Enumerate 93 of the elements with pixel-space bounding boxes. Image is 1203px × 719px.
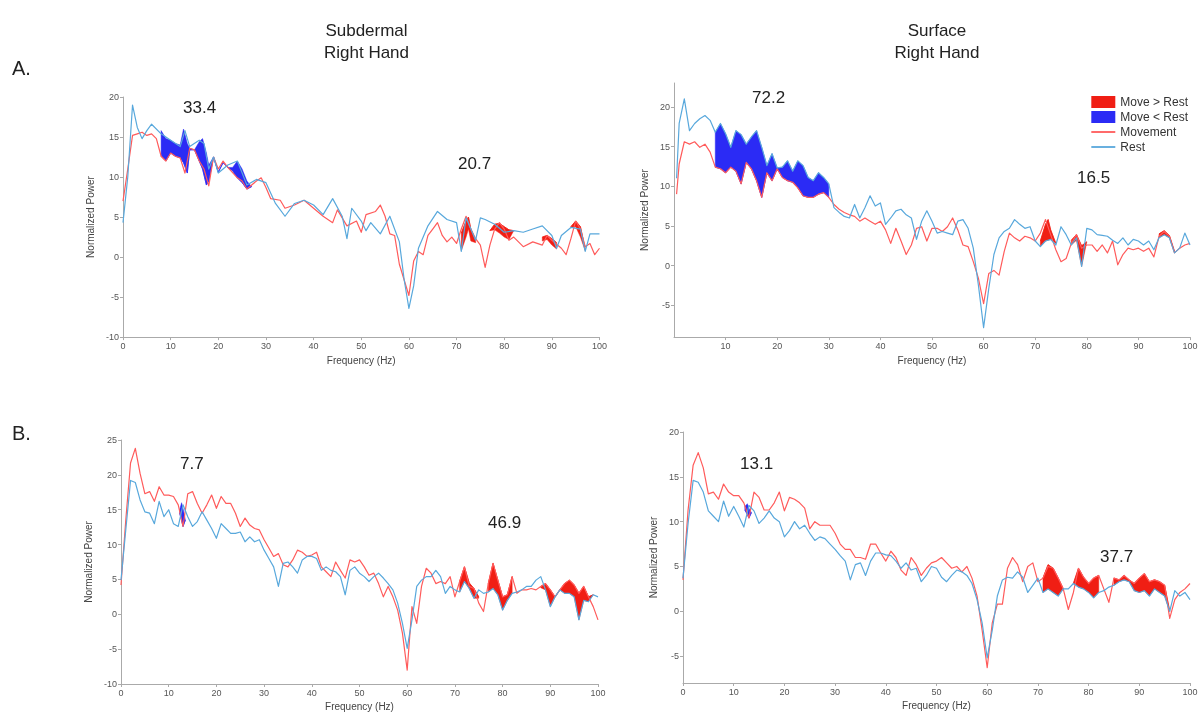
x-tick-label: 10 (165, 340, 176, 351)
x-tick-label: 10 (728, 686, 739, 697)
y-tick-label: 5 (673, 561, 679, 572)
legend-label: Movement (1120, 125, 1177, 139)
x-tick-label: 0 (680, 686, 686, 697)
annotation: 7.7 (180, 454, 204, 473)
x-axis-title: Frequency (Hz) (897, 354, 967, 366)
annotation: 37.7 (1100, 547, 1134, 566)
x-tick-label: 30 (259, 687, 270, 698)
y-tick-label: 20 (108, 92, 119, 102)
x-tick-label: 70 (449, 687, 460, 698)
y-tick-label: 15 (106, 504, 117, 515)
x-tick-label: 100 (1182, 340, 1198, 351)
y-tick-label: 5 (664, 220, 670, 231)
x-tick-label: 90 (546, 340, 557, 351)
y-tick-label: 0 (673, 606, 679, 617)
y-tick-label: -10 (103, 679, 117, 689)
x-tick-label: 70 (1032, 686, 1043, 697)
y-tick-label: 10 (108, 172, 119, 183)
legend-label: Move > Rest (1120, 95, 1189, 109)
x-axis-title: Frequency (Hz) (326, 354, 396, 366)
x-tick-label: 40 (875, 340, 886, 351)
x-tick-label: 90 (545, 687, 556, 698)
y-tick-label: 10 (668, 516, 679, 527)
y-tick-label: 20 (668, 427, 679, 437)
y-tick-label: 5 (113, 212, 119, 223)
x-tick-label: 90 (1133, 340, 1144, 351)
x-tick-label: 100 (590, 687, 606, 698)
x-tick-label: 10 (163, 687, 174, 698)
x-tick-label: 50 (356, 340, 367, 351)
x-tick-label: 60 (982, 686, 993, 697)
x-tick-label: 60 (403, 340, 414, 351)
y-axis-title: Normalized Power (638, 168, 650, 251)
y-tick-label: 25 (106, 435, 117, 445)
x-tick-label: 100 (591, 340, 608, 351)
x-tick-label: 50 (354, 687, 365, 698)
x-tick-label: 10 (720, 340, 731, 351)
x-tick-label: 100 (1182, 686, 1198, 697)
x-tick-label: 70 (1030, 340, 1041, 351)
x-axis-title: Frequency (Hz) (902, 700, 971, 712)
x-tick-label: 30 (830, 686, 841, 697)
x-tick-label: 80 (497, 687, 508, 698)
y-tick-label: 0 (111, 609, 117, 620)
x-tick-label: 80 (499, 340, 510, 351)
y-tick-label: -5 (661, 300, 670, 311)
y-tick-label: 10 (659, 181, 670, 192)
y-axis-title: Normalized Power (82, 520, 94, 603)
x-tick-label: 70 (451, 340, 462, 351)
y-tick-label: 15 (108, 132, 119, 143)
x-tick-label: 60 (402, 687, 413, 698)
y-tick-label: -10 (105, 332, 119, 343)
y-axis-title: Normalized Power (84, 175, 96, 258)
x-tick-label: 80 (1081, 340, 1092, 351)
text: A. (12, 57, 31, 79)
chart-title: Subdermal Right Hand (323, 20, 410, 62)
x-tick-label: 20 (211, 687, 222, 698)
y-tick-label: 15 (668, 471, 679, 482)
x-tick-label: 20 (213, 340, 224, 351)
x-tick-label: 50 (931, 686, 942, 697)
x-tick-label: 30 (260, 340, 271, 351)
annotation: 72.2 (752, 88, 786, 107)
y-tick-label: -5 (670, 651, 679, 662)
y-tick-label: 5 (111, 574, 117, 585)
annotation: 16.5 (1077, 168, 1111, 187)
y-tick-label: -5 (108, 644, 117, 655)
legend-label: Rest (1120, 140, 1146, 154)
x-tick-label: 40 (308, 340, 319, 351)
annotation: 33.4 (183, 98, 217, 117)
y-tick-label: 0 (664, 260, 670, 271)
annotation: 46.9 (488, 513, 522, 532)
y-tick-label: 15 (659, 141, 670, 152)
x-tick-label: 40 (306, 687, 317, 698)
x-axis-title: Frequency (Hz) (325, 701, 394, 713)
x-tick-label: 50 (926, 340, 938, 351)
y-tick-label: 0 (113, 252, 119, 263)
x-tick-label: 30 (823, 340, 834, 351)
y-tick-label: -5 (110, 292, 119, 303)
y-tick-label: 20 (659, 101, 670, 112)
text: B. (12, 422, 31, 444)
annotation: 20.7 (458, 154, 492, 173)
x-tick-label: 60 (978, 340, 989, 351)
y-axis-title: Normalized Power (647, 515, 659, 599)
x-tick-label: 80 (1083, 686, 1094, 697)
y-tick-label: 20 (106, 469, 117, 480)
x-tick-label: 20 (779, 686, 790, 697)
x-tick-label: 40 (880, 686, 891, 697)
x-tick-label: 0 (120, 340, 126, 351)
y-tick-label: 10 (106, 539, 117, 550)
annotation: 13.1 (740, 454, 774, 473)
legend-label: Move < Rest (1120, 110, 1189, 124)
x-tick-label: 20 (772, 340, 783, 351)
x-tick-label: 90 (1134, 686, 1145, 697)
chart-title: Surface Right Hand (894, 20, 980, 62)
